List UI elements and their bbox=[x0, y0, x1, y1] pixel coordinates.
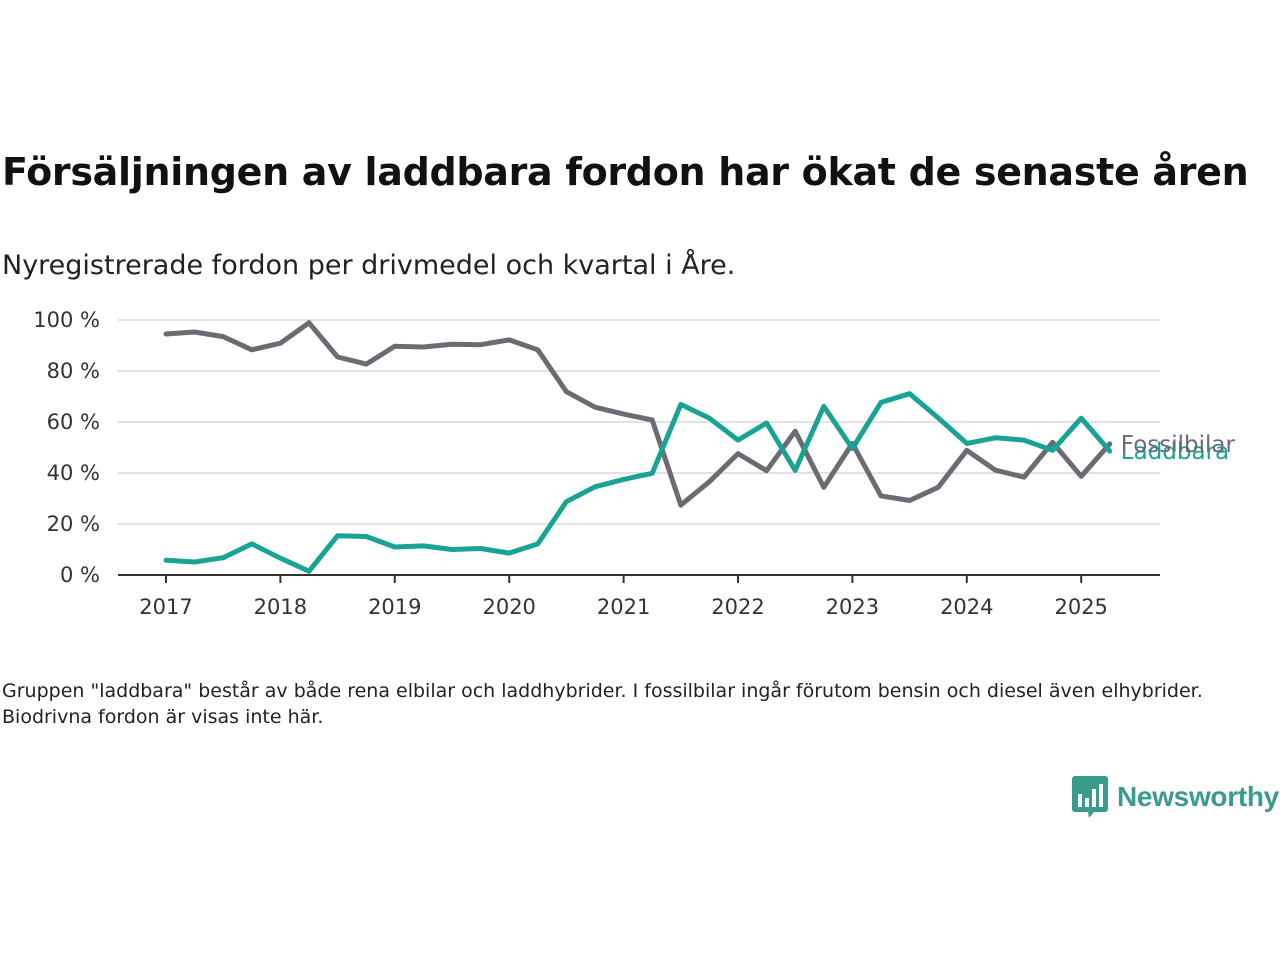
y-tick-label: 0 % bbox=[60, 563, 100, 587]
x-tick-label: 2019 bbox=[368, 595, 421, 619]
series-label-fossilbilar: Fossilbilar bbox=[1121, 432, 1236, 458]
series-lines bbox=[163, 320, 1113, 574]
brand-name: Newsworthy bbox=[1117, 781, 1279, 812]
x-tick-label: 2022 bbox=[711, 595, 764, 619]
brand-logo: Newsworthy bbox=[1072, 775, 1279, 819]
y-tick-label: 40 % bbox=[47, 461, 100, 485]
chart-title: Försäljningen av laddbara fordon har öka… bbox=[2, 150, 1249, 194]
series-label-laddbara: Laddbara bbox=[1121, 439, 1229, 465]
y-axis: 0 % 20 % 40 % 60 % 80 % 100 % bbox=[33, 308, 100, 587]
series-line-fossilbilar bbox=[163, 320, 1113, 508]
line-chart: 0 % 20 % 40 % 60 % 80 % 100 % 2017 2018 2019 202… bbox=[33, 308, 1236, 619]
footnote: Gruppen "laddbara" består av både rena e… bbox=[2, 680, 1203, 728]
bar-chart-bubble-icon bbox=[1072, 776, 1108, 818]
x-tick-label: 2018 bbox=[254, 595, 307, 619]
y-tick-label: 80 % bbox=[47, 359, 100, 383]
y-tick-label: 20 % bbox=[47, 512, 100, 536]
x-tick-label: 2020 bbox=[482, 595, 535, 619]
grid-lines bbox=[118, 319, 1160, 525]
y-tick-label: 60 % bbox=[47, 410, 100, 434]
series-line-laddbara bbox=[163, 391, 1113, 574]
x-axis: 2017 2018 2019 2020 2021 2022 2023 2024 2025 bbox=[118, 574, 1160, 619]
x-tick-label: 2023 bbox=[826, 595, 879, 619]
chart-subtitle: Nyregistrerade fordon per drivmedel och … bbox=[2, 250, 736, 281]
y-tick-label: 100 % bbox=[33, 308, 100, 332]
x-tick-label: 2021 bbox=[597, 595, 650, 619]
x-tick-label: 2017 bbox=[139, 595, 192, 619]
x-tick-label: 2024 bbox=[940, 595, 993, 619]
x-tick-label: 2025 bbox=[1054, 595, 1107, 619]
